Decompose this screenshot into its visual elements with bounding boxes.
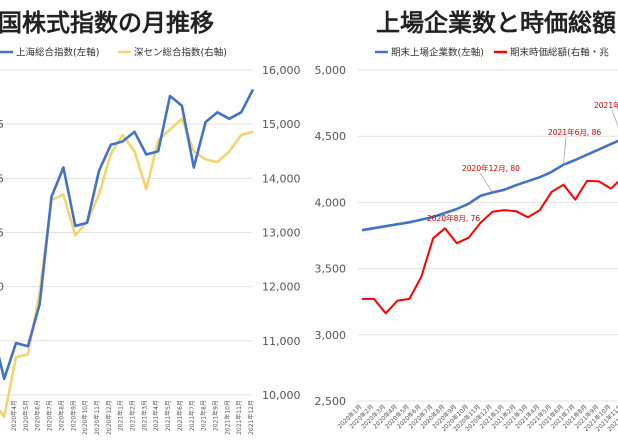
chart2-annotation-leader <box>611 109 618 128</box>
chart1-left-tick-label: 5 <box>0 118 4 131</box>
chart1-x-tick-label: 2020年4月 <box>10 400 18 431</box>
chart1-right-tick-label: 11,000 <box>262 335 301 348</box>
chart2-annotation-leader <box>563 136 567 165</box>
chart1-x-tick-label: 2020年10月 <box>81 400 89 435</box>
chart2-annotation-label: 2020年8月, 76 <box>427 213 480 223</box>
chart1-x-tick-label: 2020年12月 <box>105 400 113 435</box>
chart1-legend-shenzhen: 深セン総合指数(右軸) <box>134 47 227 59</box>
chart1-left-tick-label: 5 <box>0 172 4 185</box>
chart1-right-tick-label: 13,000 <box>262 227 301 240</box>
chart2-left-tick-label: 3,000 <box>315 329 347 342</box>
chart2-legend-marketcap: 期末時価総額(右軸・兆 <box>510 47 609 59</box>
chart2-gridlines <box>358 69 618 402</box>
chart1-x-tick-label: 2020年5月 <box>22 400 30 431</box>
chart1-legend: 上海総合指数(左軸) 深セン総合指数(右軸) <box>0 47 227 59</box>
chart2-left-tick-label: 4,500 <box>315 130 347 143</box>
chart1-plot <box>0 88 255 419</box>
chart1-right-tick-label: 10,000 <box>262 389 301 402</box>
chart1-x-tick-label: 2021年8月 <box>200 400 208 431</box>
chart1-left-tick-label: 0 <box>0 281 4 294</box>
chart1-left-tick-label: 5 <box>0 227 4 240</box>
chart2-annotation-leader <box>479 172 493 193</box>
chart1-right-tick-label: 14,000 <box>262 172 301 185</box>
chart1-x-tick-label: 2020年6月 <box>34 400 42 431</box>
chart1-left-axis: 5 5 5 0 <box>0 118 4 293</box>
chart2-left-tick-label: 3,500 <box>315 263 347 276</box>
chart2-annotation-label: 2020年12月, 80 <box>462 163 520 173</box>
chart2-left-tick-label: 2,500 <box>315 395 347 408</box>
chart1-right-tick-label: 15,000 <box>262 118 301 131</box>
chart1-x-tick-label: 2020年11月 <box>93 400 101 435</box>
chart1-x-tick-label: 2021年11月 <box>235 400 243 435</box>
chart1-x-tick-label: 2021年9月 <box>211 400 219 431</box>
chart2-plot <box>361 139 618 315</box>
chart2-legend-companies: 期末上場企業数(左軸) <box>391 47 484 59</box>
chart1-x-tick-label: 2020年7月 <box>46 400 54 431</box>
chart1-right-tick-label: 16,000 <box>262 64 301 77</box>
chart2-left-tick-label: 4,000 <box>315 196 347 209</box>
chart1-x-tick-label: 2020年9月 <box>69 400 77 431</box>
chart1-x-tick-label: 2021年12月 <box>247 400 255 435</box>
chart2-legend: 期末上場企業数(左軸) 期末時価総額(右軸・兆 <box>375 47 609 59</box>
chart1-x-tick-label: 2021年2月 <box>129 400 137 431</box>
chart1-title: 中国株式指数の月推移 <box>0 9 214 37</box>
chart2-annotation-label: 2021年 <box>594 100 618 110</box>
chart1-legend-shanghai: 上海総合指数(左軸) <box>16 47 99 59</box>
chart2-series-companies-line <box>361 139 618 232</box>
chart1-x-tick-label: 2020年8月 <box>57 400 65 431</box>
chart1-series-shenzhen-line <box>0 117 254 419</box>
chart2-annotation-label: 2021年6月, 86 <box>548 127 601 137</box>
chart1-x-tick-label: 2021年4月 <box>152 400 160 431</box>
chart1-x-tick-label: 2021年10月 <box>223 400 231 435</box>
chart2-series-marketcap-line <box>362 179 618 315</box>
chart1-right-axis: 10,000 11,000 12,000 13,000 14,000 15,000 16,0… <box>262 64 301 402</box>
chart2-annotations: 2020年8月, 76 2020年12月, 80 2021年6月, 86 2021年 <box>427 100 618 224</box>
chart2-x-axis: 2020年1月2020年2月2020年3月2020年4月2020年5月2020年… <box>336 403 618 433</box>
chart1-x-tick-label: 2021年7月 <box>188 400 196 431</box>
chart2-left-tick-label: 5,000 <box>315 64 347 77</box>
chart1-x-tick-label: 2021年5月 <box>164 400 172 431</box>
chart1-x-tick-label: 2021年6月 <box>176 400 184 431</box>
chart1-x-tick-label: 2021年1月 <box>117 400 125 431</box>
chart1-series-shanghai-line <box>0 88 255 381</box>
chart2-title: 上場企業数と時価総額 <box>376 9 616 37</box>
chart1-x-tick-label: 2021年3月 <box>140 400 148 431</box>
chart1-gridlines <box>0 69 252 396</box>
chart1-right-tick-label: 12,000 <box>262 281 301 294</box>
chart2-left-axis: 2,500 3,000 3,500 4,000 4,500 5,000 <box>315 64 347 408</box>
chart1-x-axis: 2020年4月 2020年5月 2020年6月 2020年7月 2020年8月 2020年… <box>10 400 255 435</box>
